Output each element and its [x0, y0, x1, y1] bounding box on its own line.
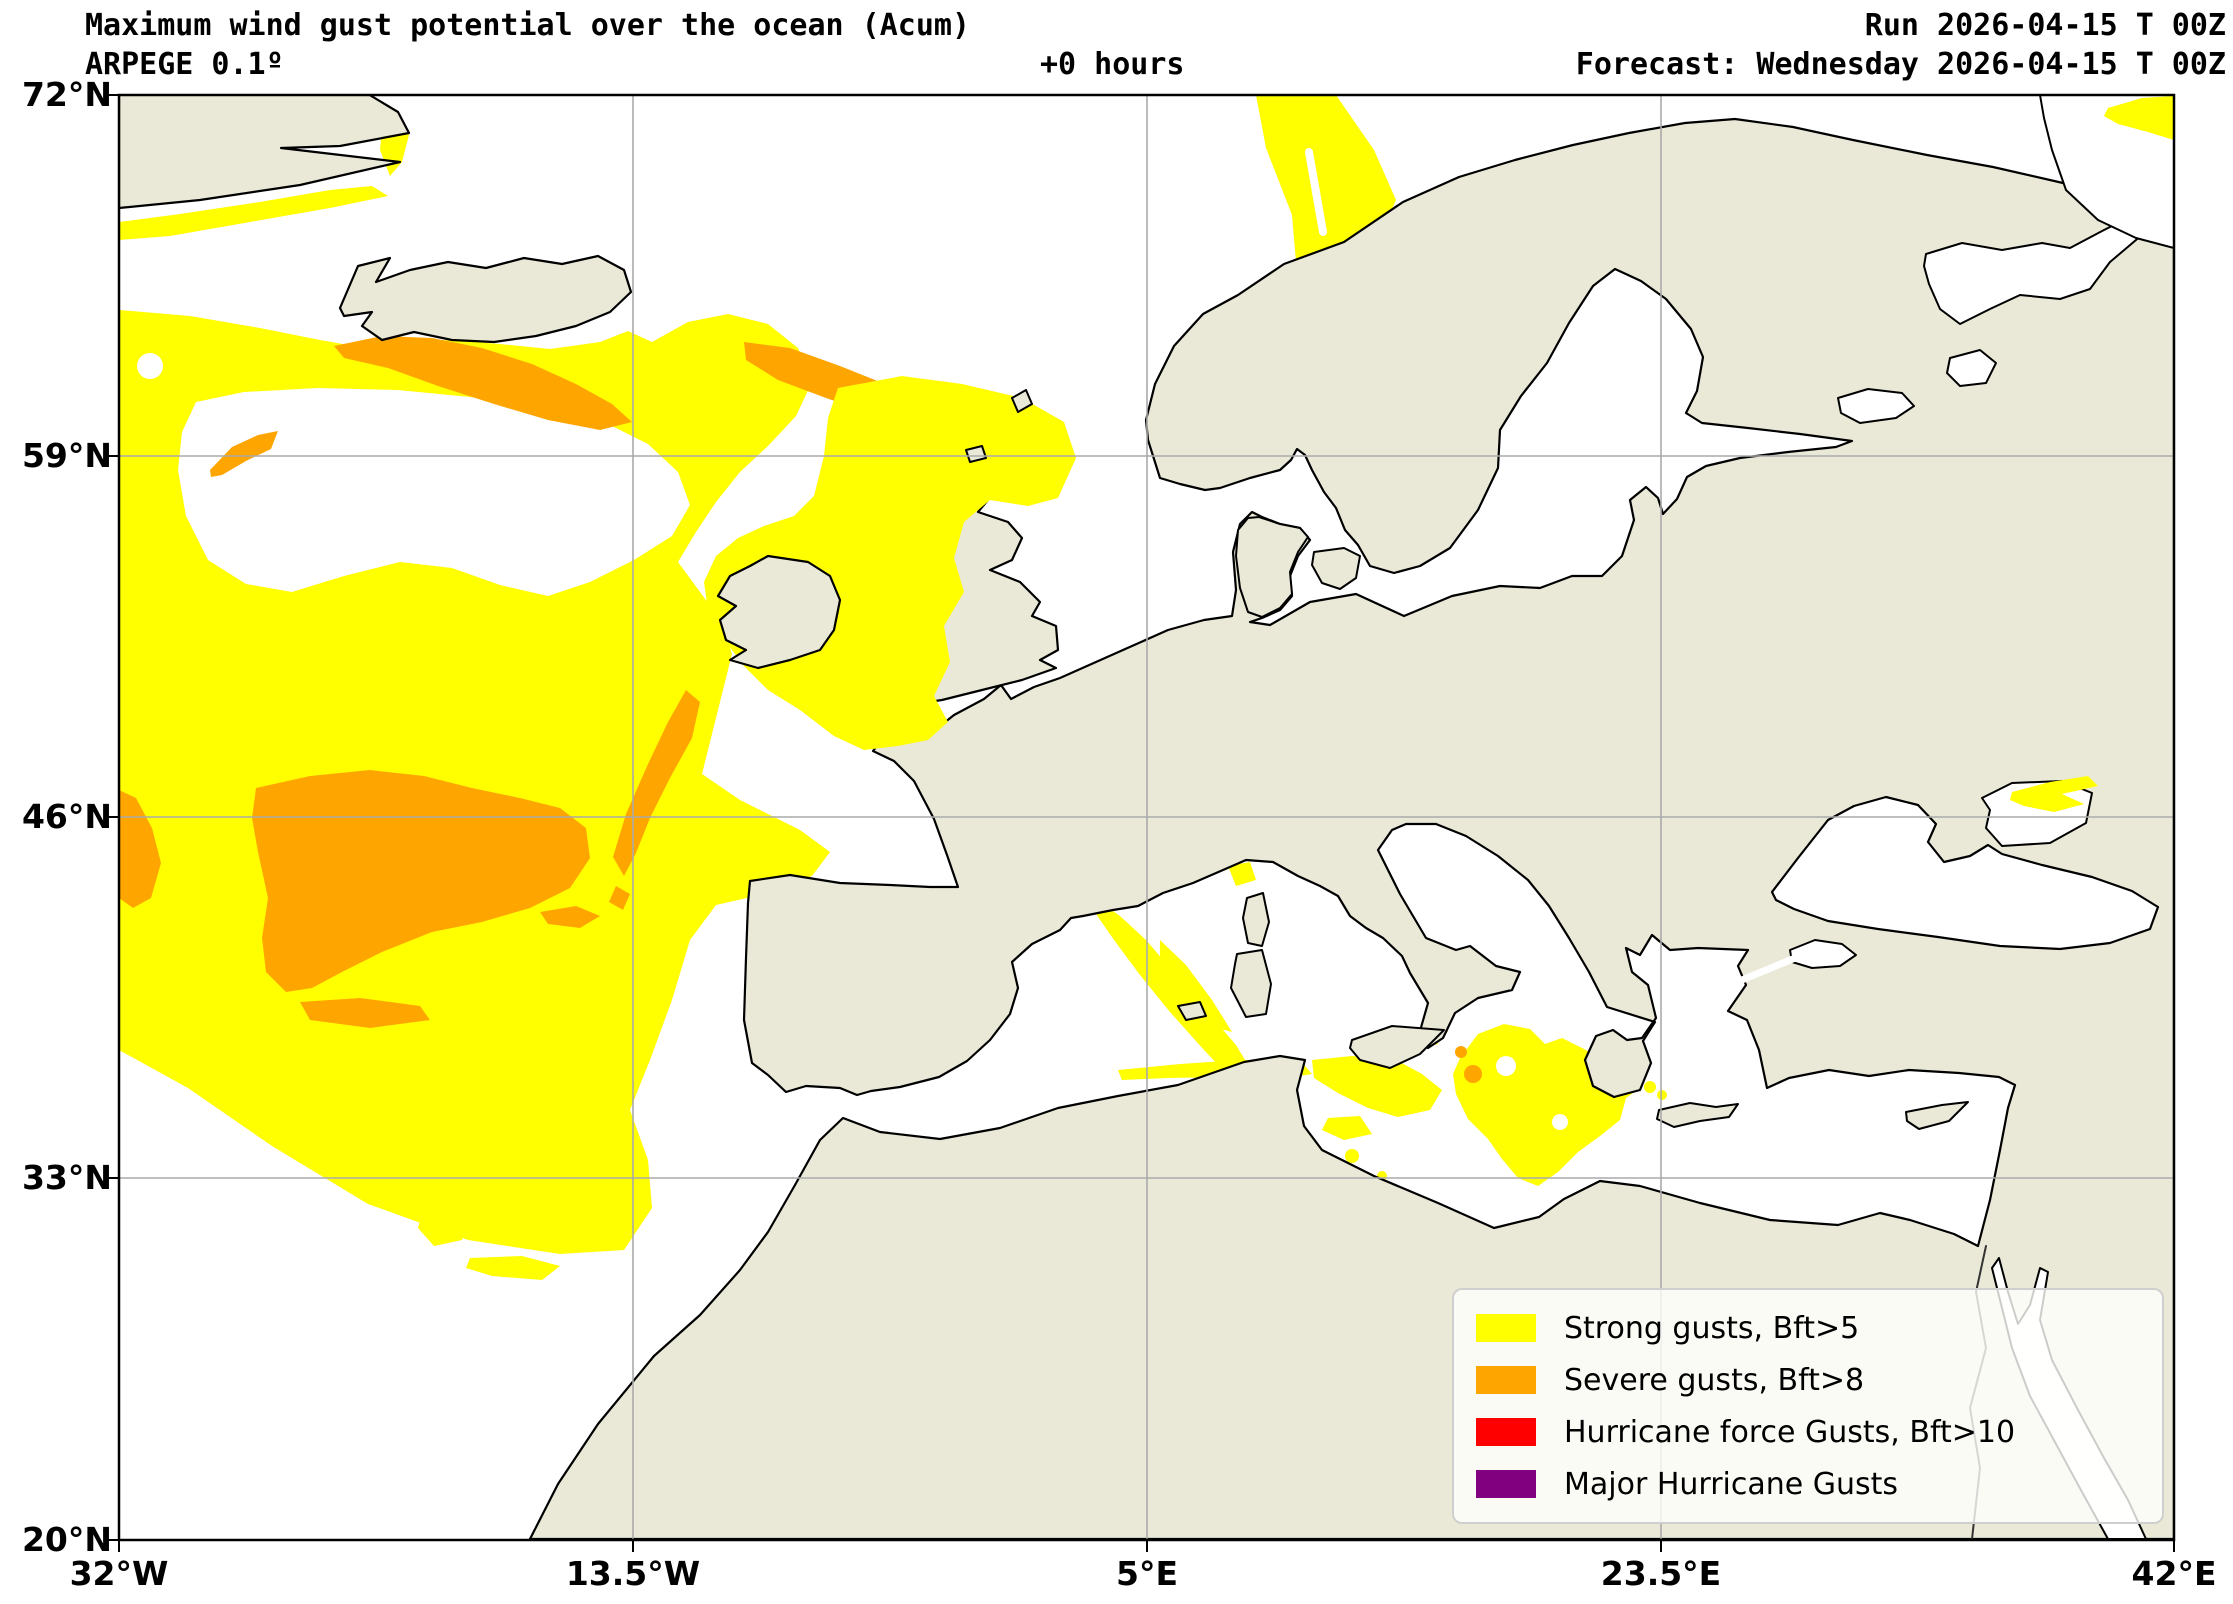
gust-azov-sliver — [2010, 776, 2098, 812]
ireland — [716, 554, 842, 670]
legend-swatch-icon — [1476, 1366, 1536, 1394]
barents-sea-corner — [2039, 95, 2174, 249]
x-tick-label: 23.5°E — [1600, 1554, 1722, 1593]
gust-karpathos-dot-2 — [1657, 1090, 1667, 1100]
jutland-denmark — [1235, 516, 1309, 618]
legend-item: Major Hurricane Gusts — [1476, 1458, 2162, 1510]
legend-label: Major Hurricane Gusts — [1564, 1466, 1899, 1502]
gust-barents-patch — [2104, 96, 2174, 140]
ionian-hole-1 — [1496, 1056, 1516, 1076]
gust-sicilian-channel — [1312, 1056, 1442, 1117]
model-label: ARPEGE 0.1º — [85, 47, 284, 82]
sicily — [1349, 1025, 1445, 1069]
lake-ladoga — [1837, 388, 1915, 424]
legend-swatch-icon — [1476, 1418, 1536, 1446]
lake-onega — [1946, 349, 1997, 387]
severe-west-blob — [210, 431, 278, 477]
cyprus — [1905, 1101, 1969, 1130]
x-tick-label: 13.5°W — [565, 1554, 701, 1593]
gust-balearic-lobe — [1160, 940, 1232, 1032]
white-sea — [1923, 211, 2161, 325]
legend-label: Severe gusts, Bft>8 — [1564, 1362, 1865, 1398]
legend-label: Hurricane force Gusts, Bft>10 — [1564, 1414, 2016, 1450]
storm-eye-hole-small — [137, 353, 163, 379]
severe-left-edge-streak — [119, 790, 161, 908]
gust-gabes-patch — [1322, 1116, 1372, 1140]
gust-karpathos-dot-1 — [1644, 1081, 1656, 1093]
crete — [1656, 1102, 1739, 1128]
lead-time-label: +0 hours — [1040, 47, 1185, 82]
sardinia — [1230, 949, 1272, 1018]
x-tick-label: 5°E — [1115, 1554, 1178, 1593]
legend-item: Strong gusts, Bft>5 — [1476, 1302, 2162, 1354]
sea-of-marmara — [1789, 939, 1857, 969]
gust-band-denmark-strait — [119, 186, 388, 240]
y-tick-label: 46°N — [21, 797, 112, 836]
severe-biscay-dash — [609, 886, 630, 910]
severe-central-band — [252, 770, 590, 992]
gust-madeira-wisp — [466, 1256, 560, 1280]
storm-eye-white — [178, 388, 690, 596]
corsica — [1242, 892, 1270, 947]
x-tick-label: 42°E — [2131, 1554, 2217, 1593]
zealand-island — [1311, 547, 1361, 590]
severe-central-wisp-1 — [300, 998, 430, 1028]
y-tick-label: 33°N — [21, 1158, 112, 1197]
gust-lion-balearic-band — [1096, 902, 1258, 1086]
y-tick-label: 20°N — [21, 1520, 112, 1559]
legend-label: Strong gusts, Bft>5 — [1564, 1310, 1860, 1346]
legend-swatch-icon — [1476, 1470, 1536, 1498]
y-tick-label: 59°N — [21, 436, 112, 475]
gust-libya-dot-1 — [1345, 1149, 1359, 1163]
severe-ionian-dot-2 — [1464, 1065, 1482, 1083]
mallorca — [1177, 1001, 1207, 1021]
severe-biscay-streak — [613, 690, 700, 876]
norway-fjord-slit — [1305, 148, 1327, 236]
shetland — [1011, 389, 1033, 413]
black-sea — [1770, 795, 2160, 951]
severe-ionian-dot-1 — [1455, 1046, 1467, 1058]
gust-madeira-blob — [418, 1198, 470, 1246]
legend-swatch-icon — [1476, 1314, 1536, 1342]
x-tick-label: 32°W — [69, 1554, 169, 1593]
severe-iceland-band — [334, 336, 632, 430]
mainland-eurasia-africa — [528, 117, 2174, 1540]
legend-item: Severe gusts, Bft>8 — [1476, 1354, 2162, 1406]
run-label: Run 2026-04-15 T 00Z — [1864, 8, 2226, 43]
dardanelles-strait — [1733, 952, 1804, 986]
ionian-hole-2 — [1552, 1114, 1568, 1130]
iceland — [338, 254, 633, 344]
map-title: Maximum wind gust potential over the oce… — [85, 8, 971, 43]
orkney — [965, 445, 987, 463]
severe-central-wisp-2 — [540, 906, 600, 928]
y-tick-label: 72°N — [21, 75, 112, 114]
gust-menorca-spot — [1228, 862, 1256, 886]
forecast-label: Forecast: Wednesday 2026-04-15 T 00Z — [1575, 47, 2226, 82]
legend-item: Hurricane force Gusts, Bft>10 — [1476, 1406, 2162, 1458]
legend: Strong gusts, Bft>5 Severe gusts, Bft>8 Hu… — [1452, 1288, 2164, 1524]
greenland — [119, 95, 411, 210]
